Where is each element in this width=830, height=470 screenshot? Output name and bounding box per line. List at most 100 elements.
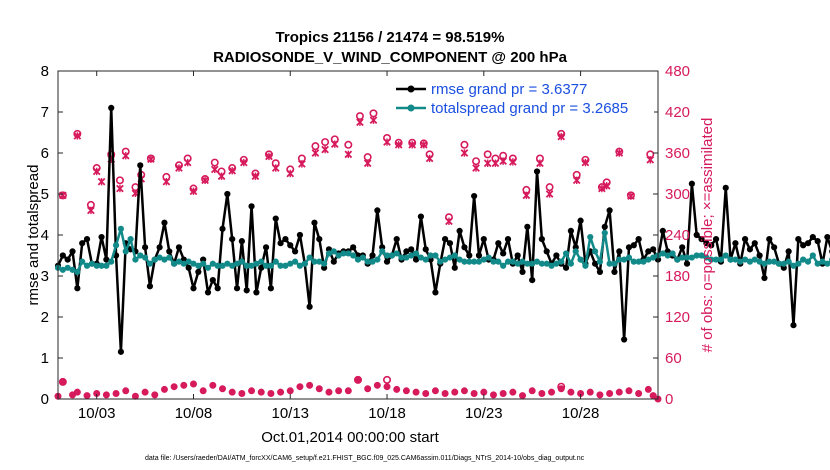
totalspread-point-36 xyxy=(229,262,236,269)
totalspread-point-33 xyxy=(214,262,221,269)
totalspread-point-5 xyxy=(79,258,86,265)
totalspread-point-22 xyxy=(161,256,168,263)
obs-low-point-29 xyxy=(325,388,333,396)
totalspread-point-129 xyxy=(679,254,686,261)
y-tick-label-8: 8 xyxy=(41,63,49,80)
rmse-point-54 xyxy=(316,236,323,243)
obs-low-point-46 xyxy=(489,391,497,399)
rmse-point-10 xyxy=(103,256,110,263)
rmse-point-28 xyxy=(190,285,197,292)
rmse-point-21 xyxy=(156,244,163,251)
obs-assimilated-point-23 xyxy=(286,169,295,178)
totalspread-point-13 xyxy=(117,225,125,232)
totalspread-point-136 xyxy=(712,256,720,263)
y2-tick-label-7: 420 xyxy=(665,104,690,121)
totalspread-point-149 xyxy=(775,260,783,267)
obs-low-point-6-dot xyxy=(102,391,110,399)
rmse-point-68 xyxy=(383,258,391,265)
totalspread-point-147 xyxy=(766,258,773,265)
obs-low-point-19-dot xyxy=(228,388,236,396)
rmse-point-120 xyxy=(635,236,642,243)
totalspread-point-31 xyxy=(204,264,212,271)
obs-assimilated-point-26 xyxy=(321,145,329,154)
totalspread-point-78 xyxy=(432,252,439,259)
obs-low-point-4-dot xyxy=(83,392,91,400)
obs-low-highlight-1-circle xyxy=(353,375,362,384)
obs-low-point-57-dot xyxy=(596,391,604,399)
x-tick-label-1: 10/08 xyxy=(175,405,213,422)
obs-low-point-43 xyxy=(460,387,468,395)
rmse-point-46 xyxy=(277,240,284,247)
obs-assimilated-point-15 xyxy=(201,176,209,185)
obs-assimilated-point-28 xyxy=(344,150,353,159)
totalspread-point-25 xyxy=(175,258,183,265)
obs-low-point-37 xyxy=(402,387,410,395)
totalspread-point-112 xyxy=(596,258,604,265)
rmse-point-155 xyxy=(804,240,812,247)
totalspread-point-135 xyxy=(708,256,715,263)
rmse-point-34 xyxy=(219,225,226,232)
obs-low-point-58 xyxy=(606,390,614,398)
totalspread-point-62 xyxy=(354,256,362,263)
obs-low-point-31 xyxy=(344,387,352,395)
rmse-point-65 xyxy=(369,252,376,259)
totalspread-point-130 xyxy=(683,254,691,261)
rmse-point-86 xyxy=(471,192,478,200)
obs-low-point-3-dot xyxy=(73,388,81,396)
rmse-point-117 xyxy=(621,336,628,343)
y-axis-label: rmse and totalspread xyxy=(25,165,42,306)
totalspread-point-14 xyxy=(122,248,129,255)
totalspread-point-82 xyxy=(451,252,458,259)
totalspread-point-71 xyxy=(398,254,405,261)
rmse-point-45 xyxy=(272,215,279,222)
totalspread-point-63 xyxy=(359,254,366,261)
totalspread-point-38 xyxy=(238,258,245,265)
y-tick-label-6: 6 xyxy=(41,145,49,162)
totalspread-point-24 xyxy=(171,260,178,267)
rmse-point-125 xyxy=(659,227,666,234)
obs-low-point-18-dot xyxy=(219,385,227,393)
rmse-point-70 xyxy=(393,236,400,243)
rmse-point-129 xyxy=(679,244,686,251)
totalspread-point-75 xyxy=(417,254,425,261)
obs-low-point-14 xyxy=(180,381,188,389)
totalspread-point-19 xyxy=(146,260,154,267)
y2-tick-label-5: 300 xyxy=(665,186,690,203)
rmse-point-146 xyxy=(761,274,768,282)
obs-low-point-61 xyxy=(635,390,643,398)
obs-low-point-44-dot xyxy=(470,390,478,398)
obs-possible-point-39-circle xyxy=(483,150,492,159)
obs-assimilated-point-25 xyxy=(311,149,320,157)
obs-low-point-46-dot xyxy=(489,391,497,399)
totalspread-point-94 xyxy=(509,258,516,265)
rmse-point-100 xyxy=(538,236,545,243)
rmse-point-147 xyxy=(766,236,773,243)
rmse-point-57 xyxy=(330,258,337,265)
totalspread-point-66 xyxy=(374,256,381,263)
totalspread-point-35 xyxy=(224,260,231,267)
totalspread-point-152 xyxy=(790,262,797,269)
obs-assimilated-point-39 xyxy=(472,164,480,172)
obs-low-point-35-dot xyxy=(383,383,391,391)
totalspread-point-28 xyxy=(190,260,197,267)
rmse-point-5 xyxy=(79,240,86,247)
obs-low-point-11-dot xyxy=(151,391,159,399)
obs-low-point-39-dot xyxy=(422,390,430,398)
totalspread-point-137 xyxy=(717,256,725,263)
totalspread-point-43 xyxy=(262,262,270,269)
totalspread-point-159 xyxy=(824,260,830,267)
rmse-point-134 xyxy=(703,240,710,247)
rmse-point-4 xyxy=(74,285,81,292)
obs-assimilated-point-3 xyxy=(92,167,101,176)
rmse-point-153 xyxy=(795,236,802,243)
obs-low-point-23-dot xyxy=(267,390,275,398)
obs-assimilated-point-18 xyxy=(228,166,237,175)
y2-tick-label-1: 60 xyxy=(665,350,682,367)
totalspread-point-139 xyxy=(727,256,734,263)
totalspread-point-10 xyxy=(103,262,110,269)
obs-low-highlight-1 xyxy=(353,375,362,384)
obs-low-point-10 xyxy=(141,388,149,396)
totalspread-point-76 xyxy=(422,256,429,263)
totalspread-point-1 xyxy=(59,266,66,273)
